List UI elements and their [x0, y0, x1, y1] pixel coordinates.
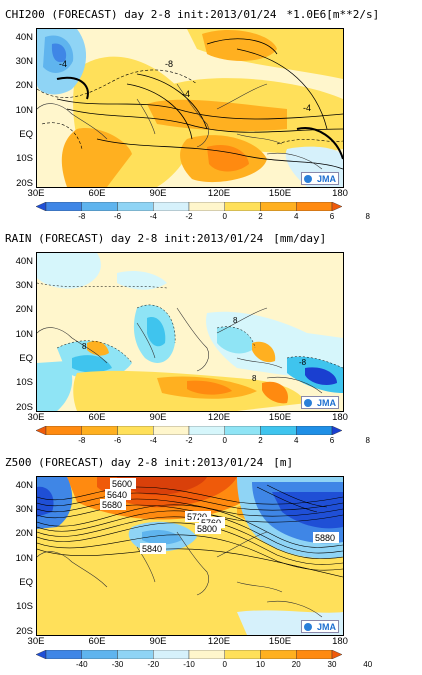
- colorbar-swatch: [36, 426, 47, 435]
- svg-text:-8: -8: [165, 59, 173, 69]
- colorbar-tick-label: 2: [258, 212, 263, 221]
- colorbar-tick-label: 0: [222, 212, 227, 221]
- colorbar-tick-label: -40: [75, 660, 88, 669]
- jma-logo: JMA: [301, 620, 339, 633]
- colorbar-swatch: [224, 650, 261, 659]
- colorbar-swatches: [36, 426, 342, 435]
- colorbar-swatch: [260, 650, 297, 659]
- colorbar-tick-label: -6: [113, 212, 122, 221]
- colorbar-swatch: [331, 650, 342, 659]
- jma-logo: JMA: [301, 172, 339, 185]
- colorbar-tick-label: -8: [78, 436, 86, 445]
- colorbar-tick-label: -20: [147, 660, 160, 669]
- colorbar-swatch: [188, 202, 225, 211]
- colorbar-swatch: [36, 650, 47, 659]
- colorbar-tick-label: 0: [222, 436, 227, 445]
- svg-text:-4: -4: [182, 89, 190, 99]
- colorbar-swatch: [296, 202, 333, 211]
- colorbar-tick-label: 2: [258, 436, 263, 445]
- panel-z500: Z500 (FORECAST) day 2-8 init:2013/01/24[…: [5, 456, 373, 669]
- colorbar-swatch: [260, 426, 297, 435]
- svg-text:5720: 5720: [187, 512, 207, 522]
- svg-text:5600: 5600: [112, 479, 132, 489]
- panel-chi200: CHI200 (FORECAST) day 2-8 init:2013/01/2…: [5, 8, 380, 221]
- colorbar-swatch: [153, 650, 190, 659]
- colorbar-tick-label: 0: [222, 660, 227, 669]
- colorbar-swatch: [260, 202, 297, 211]
- colorbar-swatch: [117, 650, 154, 659]
- colorbar-tick-label: -10: [183, 660, 195, 669]
- colorbar-swatch: [36, 202, 47, 211]
- colorbar-tick-label: -30: [111, 660, 124, 669]
- colorbar-tick-label: 8: [365, 212, 370, 221]
- panel-title: CHI200 (FORECAST) day 2-8 init:2013/01/2…: [5, 8, 380, 21]
- colorbar-tick-label: 40: [363, 660, 373, 669]
- svg-text:5880: 5880: [315, 533, 335, 543]
- svg-text:5800: 5800: [197, 524, 217, 534]
- colorbar-swatch: [153, 426, 190, 435]
- map-z500: 5600 5640 5680 5720 5760 5800 5840 5880 …: [36, 476, 344, 636]
- colorbar-swatch: [45, 650, 82, 659]
- svg-text:5680: 5680: [102, 500, 122, 510]
- colorbar-swatch: [45, 426, 82, 435]
- svg-text:8: 8: [252, 374, 257, 383]
- svg-text:5640: 5640: [107, 490, 127, 500]
- colorbar-tick-label: 6: [329, 212, 335, 221]
- colorbar-swatch: [331, 202, 342, 211]
- colorbar-swatch: [117, 202, 154, 211]
- colorbar-swatch: [81, 650, 118, 659]
- colorbar-tick-label: -8: [78, 212, 86, 221]
- colorbar-swatch: [81, 202, 118, 211]
- svg-text:-4: -4: [59, 59, 67, 69]
- colorbar-swatches: [36, 650, 342, 659]
- colorbar-tick-label: 20: [291, 660, 301, 669]
- colorbar-swatch: [188, 426, 225, 435]
- colorbar-swatch: [296, 426, 333, 435]
- colorbar-tick-label: 30: [327, 660, 337, 669]
- colorbar-swatch: [117, 426, 154, 435]
- jma-logo: JMA: [301, 396, 339, 409]
- svg-text:-8: -8: [299, 358, 307, 367]
- colorbar-z500: -40 -30 -20 -10 0 10 20 30 40: [36, 650, 372, 669]
- colorbar-tick-label: -2: [185, 212, 193, 221]
- colorbar-chi200: -8 -6 -4 -2 0 2 4 6 8: [36, 202, 370, 221]
- map-chi200: -4 -8 -4 -4 JMA: [36, 28, 344, 188]
- panel-title: RAIN (FORECAST) day 2-8 init:2013/01/24[…: [5, 232, 327, 245]
- svg-text:-4: -4: [303, 103, 311, 113]
- colorbar-tick-label: 8: [365, 436, 370, 445]
- colorbar-tick-label: 6: [329, 436, 335, 445]
- colorbar-tick-label: -4: [149, 212, 157, 221]
- colorbar-swatch: [296, 650, 333, 659]
- colorbar-swatch: [331, 426, 342, 435]
- colorbar-tick-label: 4: [294, 212, 299, 221]
- colorbar-tick-label: -6: [113, 436, 122, 445]
- colorbar-tick-label: -4: [149, 436, 157, 445]
- colorbar-tick-label: 4: [294, 436, 299, 445]
- colorbar-swatch: [224, 426, 261, 435]
- svg-text:8: 8: [233, 316, 238, 325]
- colorbar-rain: -8 -6 -4 -2 0 2 4 6 8: [36, 426, 370, 445]
- colorbar-swatch: [224, 202, 261, 211]
- colorbar-swatch: [188, 650, 225, 659]
- colorbar-swatch: [153, 202, 190, 211]
- panel-rain: RAIN (FORECAST) day 2-8 init:2013/01/24[…: [5, 232, 370, 445]
- map-rain: 8 8 -8 8 JMA: [36, 252, 344, 412]
- svg-text:5840: 5840: [142, 544, 162, 554]
- colorbar-swatch: [81, 426, 118, 435]
- panel-title: Z500 (FORECAST) day 2-8 init:2013/01/24[…: [5, 456, 294, 469]
- colorbar-tick-label: 10: [256, 660, 265, 669]
- colorbar-tick-label: -2: [185, 436, 193, 445]
- svg-text:8: 8: [82, 342, 87, 351]
- colorbar-swatch: [45, 202, 82, 211]
- colorbar-swatches: [36, 202, 342, 211]
